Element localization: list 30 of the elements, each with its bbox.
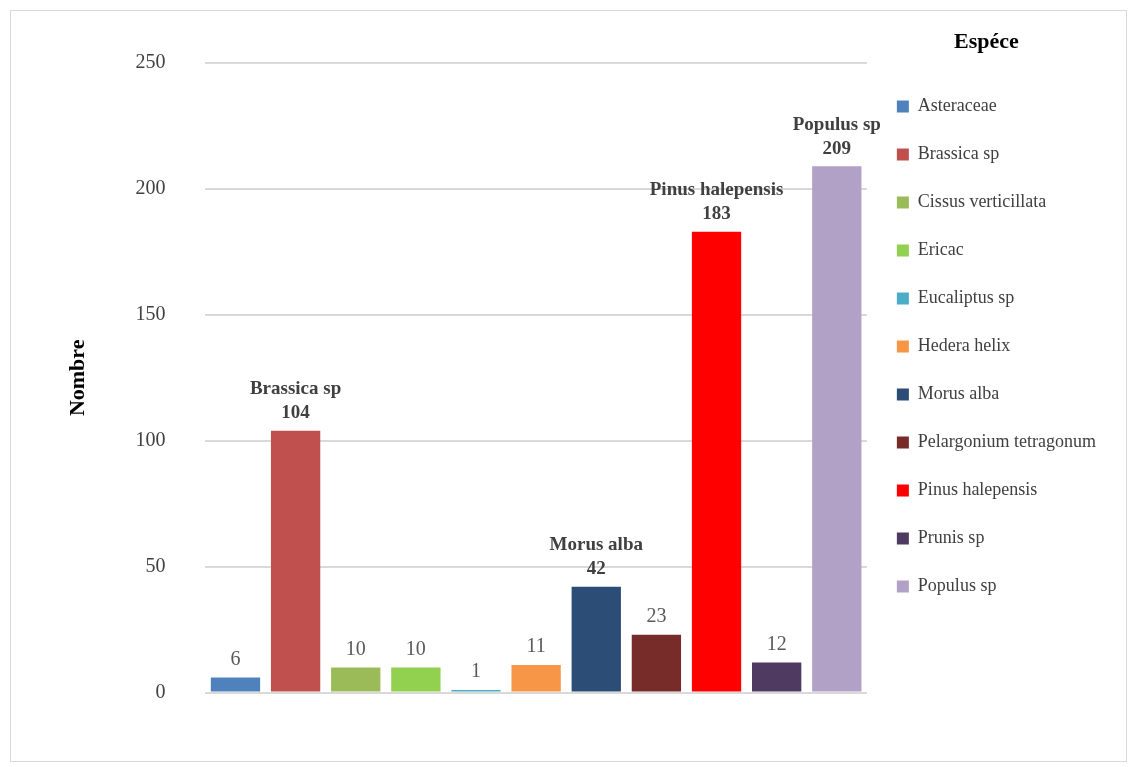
legend-label: Pinus halepensis xyxy=(917,479,1038,500)
legend-title: Espéce xyxy=(954,27,1020,53)
data-label: Pinus halepensis 183 xyxy=(649,178,784,224)
data-label: Morus alba 42 xyxy=(549,533,644,579)
legend-label: Eucaliptus sp xyxy=(917,287,1015,308)
data-label: 12 xyxy=(766,631,787,654)
data-label: 10 xyxy=(345,636,366,659)
data-label: 11 xyxy=(526,634,546,657)
legend-label: Pelargonium tetragonum xyxy=(917,431,1096,452)
data-label: 1 xyxy=(471,659,481,682)
y-tick-label: 100 xyxy=(135,428,166,451)
legend-label: Brassica sp xyxy=(917,143,1000,164)
legend-label: Prunis sp xyxy=(917,527,985,548)
legend-label: Morus alba xyxy=(917,383,1000,404)
data-label: Brassica sp 104 xyxy=(249,377,342,423)
legend-label: Asteraceae xyxy=(917,95,997,116)
y-axis-title: Nombre xyxy=(63,339,89,417)
legend-label: Hedera helix xyxy=(917,335,1011,356)
data-label: 10 xyxy=(405,636,426,659)
data-label: 23 xyxy=(646,603,667,626)
y-tick-label: 150 xyxy=(135,302,166,325)
legend-label: Populus sp xyxy=(917,575,997,596)
data-label: Populus sp 209 xyxy=(792,112,881,158)
legend-label: Ericac xyxy=(917,239,964,260)
y-tick-label: 50 xyxy=(145,553,166,576)
legend-label: Cissus verticillata xyxy=(917,191,1047,212)
y-tick-label: 0 xyxy=(155,679,166,702)
y-tick-label: 200 xyxy=(135,176,166,199)
y-tick-label: 250 xyxy=(135,50,166,73)
data-label: 6 xyxy=(230,646,241,669)
